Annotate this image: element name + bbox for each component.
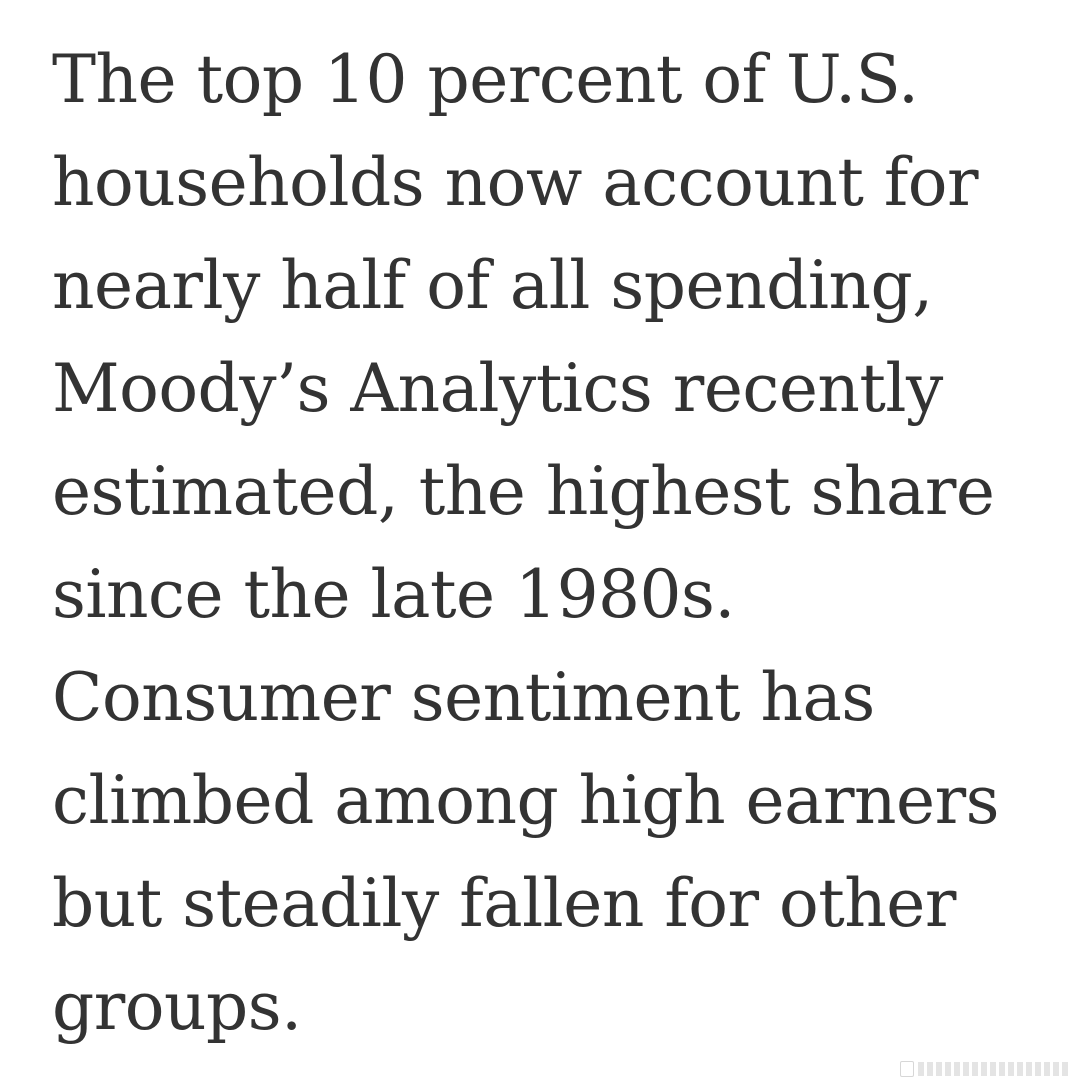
text-line-5: estimated, the highest share <box>52 453 995 530</box>
text-line-4: Moody’s Analytics recently <box>52 350 943 427</box>
text-line-10: groups. <box>52 968 302 1045</box>
text-line-2: households now account for <box>52 144 979 221</box>
watermark-logo-icon <box>900 1059 1068 1079</box>
text-line-9: but steadily fallen for other <box>52 865 956 942</box>
watermark-text-mark <box>918 1062 1068 1076</box>
text-line-7: Consumer sentiment has <box>52 659 875 736</box>
article-paragraph: The top 10 percent of U.S. households no… <box>52 28 1000 1058</box>
watermark-box-icon <box>900 1061 914 1077</box>
text-line-1: The top 10 percent of U.S. <box>52 41 919 118</box>
text-line-8: climbed among high earners <box>52 762 1000 839</box>
text-line-6: since the late 1980s. <box>52 556 735 633</box>
text-line-3: nearly half of all spending, <box>52 247 933 324</box>
